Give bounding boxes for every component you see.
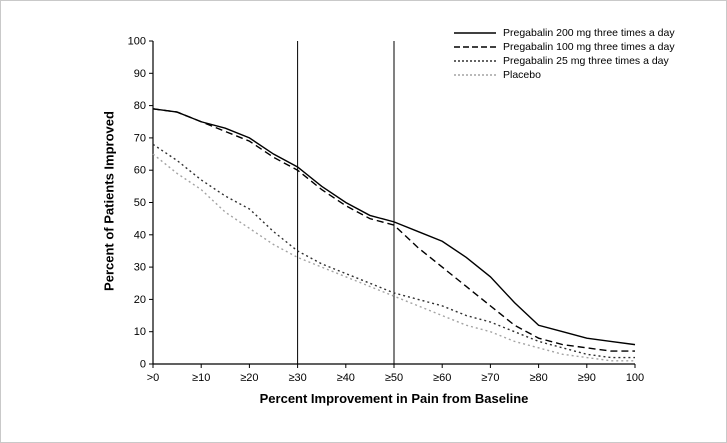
- legend: Pregabalin 200 mg three times a day Prega…: [453, 26, 675, 81]
- y-tick-label: 0: [140, 359, 146, 371]
- y-tick-label: 40: [134, 229, 146, 241]
- x-tick-label: ≥10: [192, 372, 210, 384]
- x-tick-label: ≥40: [337, 372, 355, 384]
- legend-line-sample: [454, 73, 496, 76]
- series-line-2: [152, 108, 635, 352]
- x-tick-label: >0: [147, 372, 160, 384]
- legend-label: Pregabalin 200 mg three times a day: [503, 26, 675, 39]
- legend-line-sample: [454, 59, 496, 62]
- legend-item: Pregabalin 200 mg three times a day: [453, 26, 675, 39]
- y-tick-label: 50: [134, 197, 146, 209]
- x-tick-label: ≥90: [578, 372, 596, 384]
- legend-item: Placebo: [453, 68, 675, 81]
- y-tick-label: 90: [134, 68, 146, 80]
- x-tick-label: ≥70: [481, 372, 499, 384]
- x-tick-label: ≥80: [529, 372, 547, 384]
- x-tick-label: ≥60: [433, 372, 451, 384]
- legend-label: Pregabalin 25 mg three times a day: [503, 54, 669, 67]
- x-tick-label: ≥50: [385, 372, 403, 384]
- series-line-1: [152, 108, 636, 346]
- y-tick-label: 100: [128, 36, 146, 48]
- y-tick-label: 30: [134, 262, 146, 274]
- y-tick-label: 70: [134, 132, 146, 144]
- legend-item: Pregabalin 25 mg three times a day: [453, 54, 675, 67]
- plot-area: 0 10 20 30 40 50 60 70 80 90 100 >0 ≥10 ≥20 ≥30 ≥40 ≥50 ≥…: [128, 36, 645, 385]
- legend-item: Pregabalin 100 mg three times a day: [453, 40, 675, 53]
- y-tick-label: 80: [134, 100, 146, 112]
- x-tick-label: ≥30: [288, 372, 306, 384]
- y-tick-label: 10: [134, 326, 146, 338]
- series-line-3: [152, 143, 635, 359]
- x-axis-title: Percent Improvement in Pain from Baselin…: [259, 391, 529, 406]
- legend-label: Placebo: [503, 68, 541, 81]
- x-tick-label: 100: [626, 372, 644, 384]
- legend-label: Pregabalin 100 mg three times a day: [503, 40, 675, 53]
- x-tick-label: ≥20: [240, 372, 258, 384]
- legend-line-sample: [454, 31, 496, 34]
- y-tick-label: 20: [134, 294, 146, 306]
- legend-line-sample: [454, 45, 496, 48]
- y-axis-title: Percent of Patients Improved: [101, 111, 117, 291]
- y-tick-label: 60: [134, 165, 146, 177]
